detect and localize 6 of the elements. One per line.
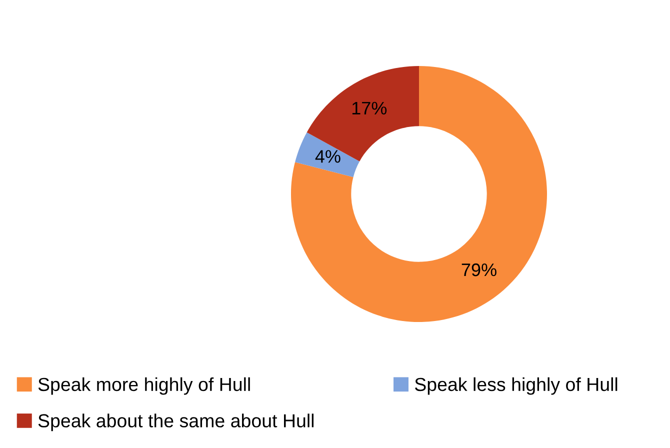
data-label: 4% (315, 150, 340, 163)
legend-label: Speak about the same about Hull (38, 414, 314, 432)
legend-label: Speak less highly of Hull (414, 377, 618, 395)
data-label: 17% (352, 102, 387, 114)
data-label: 79% (462, 263, 496, 276)
legend-label: Speak more highly of Hull (38, 377, 250, 395)
